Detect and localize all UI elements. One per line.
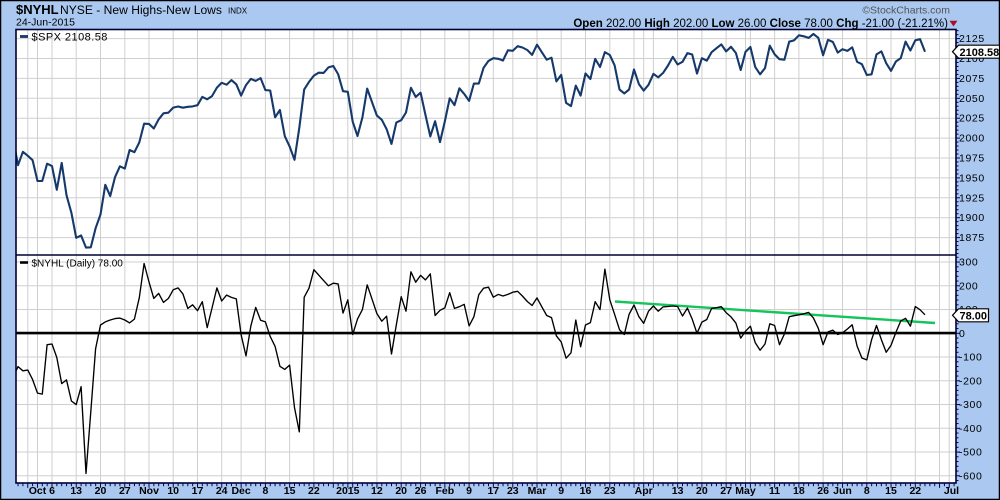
svg-text:8: 8: [262, 485, 268, 497]
svg-text:1950: 1950: [959, 172, 985, 184]
svg-text:1900: 1900: [959, 212, 985, 224]
svg-text:9: 9: [558, 485, 564, 497]
svg-text:1925: 1925: [959, 192, 985, 204]
svg-text:26: 26: [415, 485, 427, 497]
svg-text:Apr: Apr: [635, 485, 653, 497]
svg-text:8: 8: [864, 485, 870, 497]
svg-text:24-Jun-2015: 24-Jun-2015: [16, 17, 75, 29]
svg-text:15: 15: [885, 485, 897, 497]
svg-text:2025: 2025: [959, 113, 985, 125]
svg-text:17: 17: [487, 485, 499, 497]
svg-text:2108.58: 2108.58: [960, 47, 1000, 59]
svg-text:10: 10: [167, 485, 179, 497]
svg-text:13: 13: [70, 485, 82, 497]
svg-text:20: 20: [696, 485, 708, 497]
svg-text:©StockCharts.com: ©StockCharts.com: [862, 5, 950, 17]
svg-text:27: 27: [119, 485, 131, 497]
svg-text:1875: 1875: [959, 232, 985, 244]
svg-text:11: 11: [769, 485, 780, 497]
svg-text:May: May: [735, 485, 756, 497]
svg-text:23: 23: [507, 485, 519, 497]
svg-text:23: 23: [604, 485, 616, 497]
svg-text:-500: -500: [959, 447, 982, 459]
svg-text:18: 18: [793, 485, 805, 497]
svg-text:78.00: 78.00: [960, 311, 988, 323]
svg-text:-100: -100: [959, 352, 982, 364]
svg-text:17: 17: [192, 485, 204, 497]
svg-text:200: 200: [959, 280, 978, 292]
svg-text:20: 20: [395, 485, 407, 497]
svg-text:-600: -600: [959, 470, 982, 482]
svg-text:2125: 2125: [959, 33, 985, 45]
svg-text:Oct: Oct: [29, 485, 47, 497]
svg-text:9: 9: [466, 485, 472, 497]
svg-text:Open 202.00 High 202.00 Low 26: Open 202.00 High 202.00 Low 26.00 Close …: [573, 18, 948, 30]
svg-text:$SPX 2108.58: $SPX 2108.58: [32, 32, 108, 44]
svg-text:13: 13: [672, 485, 684, 497]
svg-text:300: 300: [959, 257, 978, 269]
svg-text:12: 12: [371, 485, 383, 497]
svg-text:-200: -200: [959, 375, 982, 387]
svg-text:22: 22: [909, 485, 921, 497]
svg-text:2000: 2000: [959, 133, 985, 145]
svg-text:2075: 2075: [959, 73, 985, 85]
svg-text:20: 20: [95, 485, 107, 497]
svg-text:$NYHL: $NYHL: [16, 2, 59, 17]
svg-text:Mar: Mar: [528, 485, 547, 497]
svg-text:6: 6: [49, 485, 55, 497]
svg-text:-400: -400: [959, 423, 982, 435]
svg-text:Jul: Jul: [944, 485, 959, 497]
svg-text:NYSE - New Highs-New Lows: NYSE - New Highs-New Lows: [60, 3, 222, 17]
svg-text:$NYHL (Daily) 78.00: $NYHL (Daily) 78.00: [32, 259, 124, 270]
svg-text:24: 24: [216, 485, 228, 497]
svg-text:Jun: Jun: [833, 485, 852, 497]
svg-text:2050: 2050: [959, 93, 985, 105]
svg-text:16: 16: [580, 485, 592, 497]
svg-text:Dec: Dec: [231, 485, 250, 497]
svg-text:22: 22: [308, 485, 320, 497]
svg-text:Nov: Nov: [139, 485, 159, 497]
svg-text:26: 26: [817, 485, 829, 497]
svg-text:15: 15: [284, 485, 296, 497]
svg-text:INDX: INDX: [228, 7, 248, 16]
svg-text:2015: 2015: [336, 485, 360, 497]
svg-text:27: 27: [720, 485, 732, 497]
svg-text:1975: 1975: [959, 153, 985, 165]
svg-text:0: 0: [959, 328, 965, 340]
svg-text:-300: -300: [959, 399, 982, 411]
svg-text:Feb: Feb: [435, 485, 454, 497]
